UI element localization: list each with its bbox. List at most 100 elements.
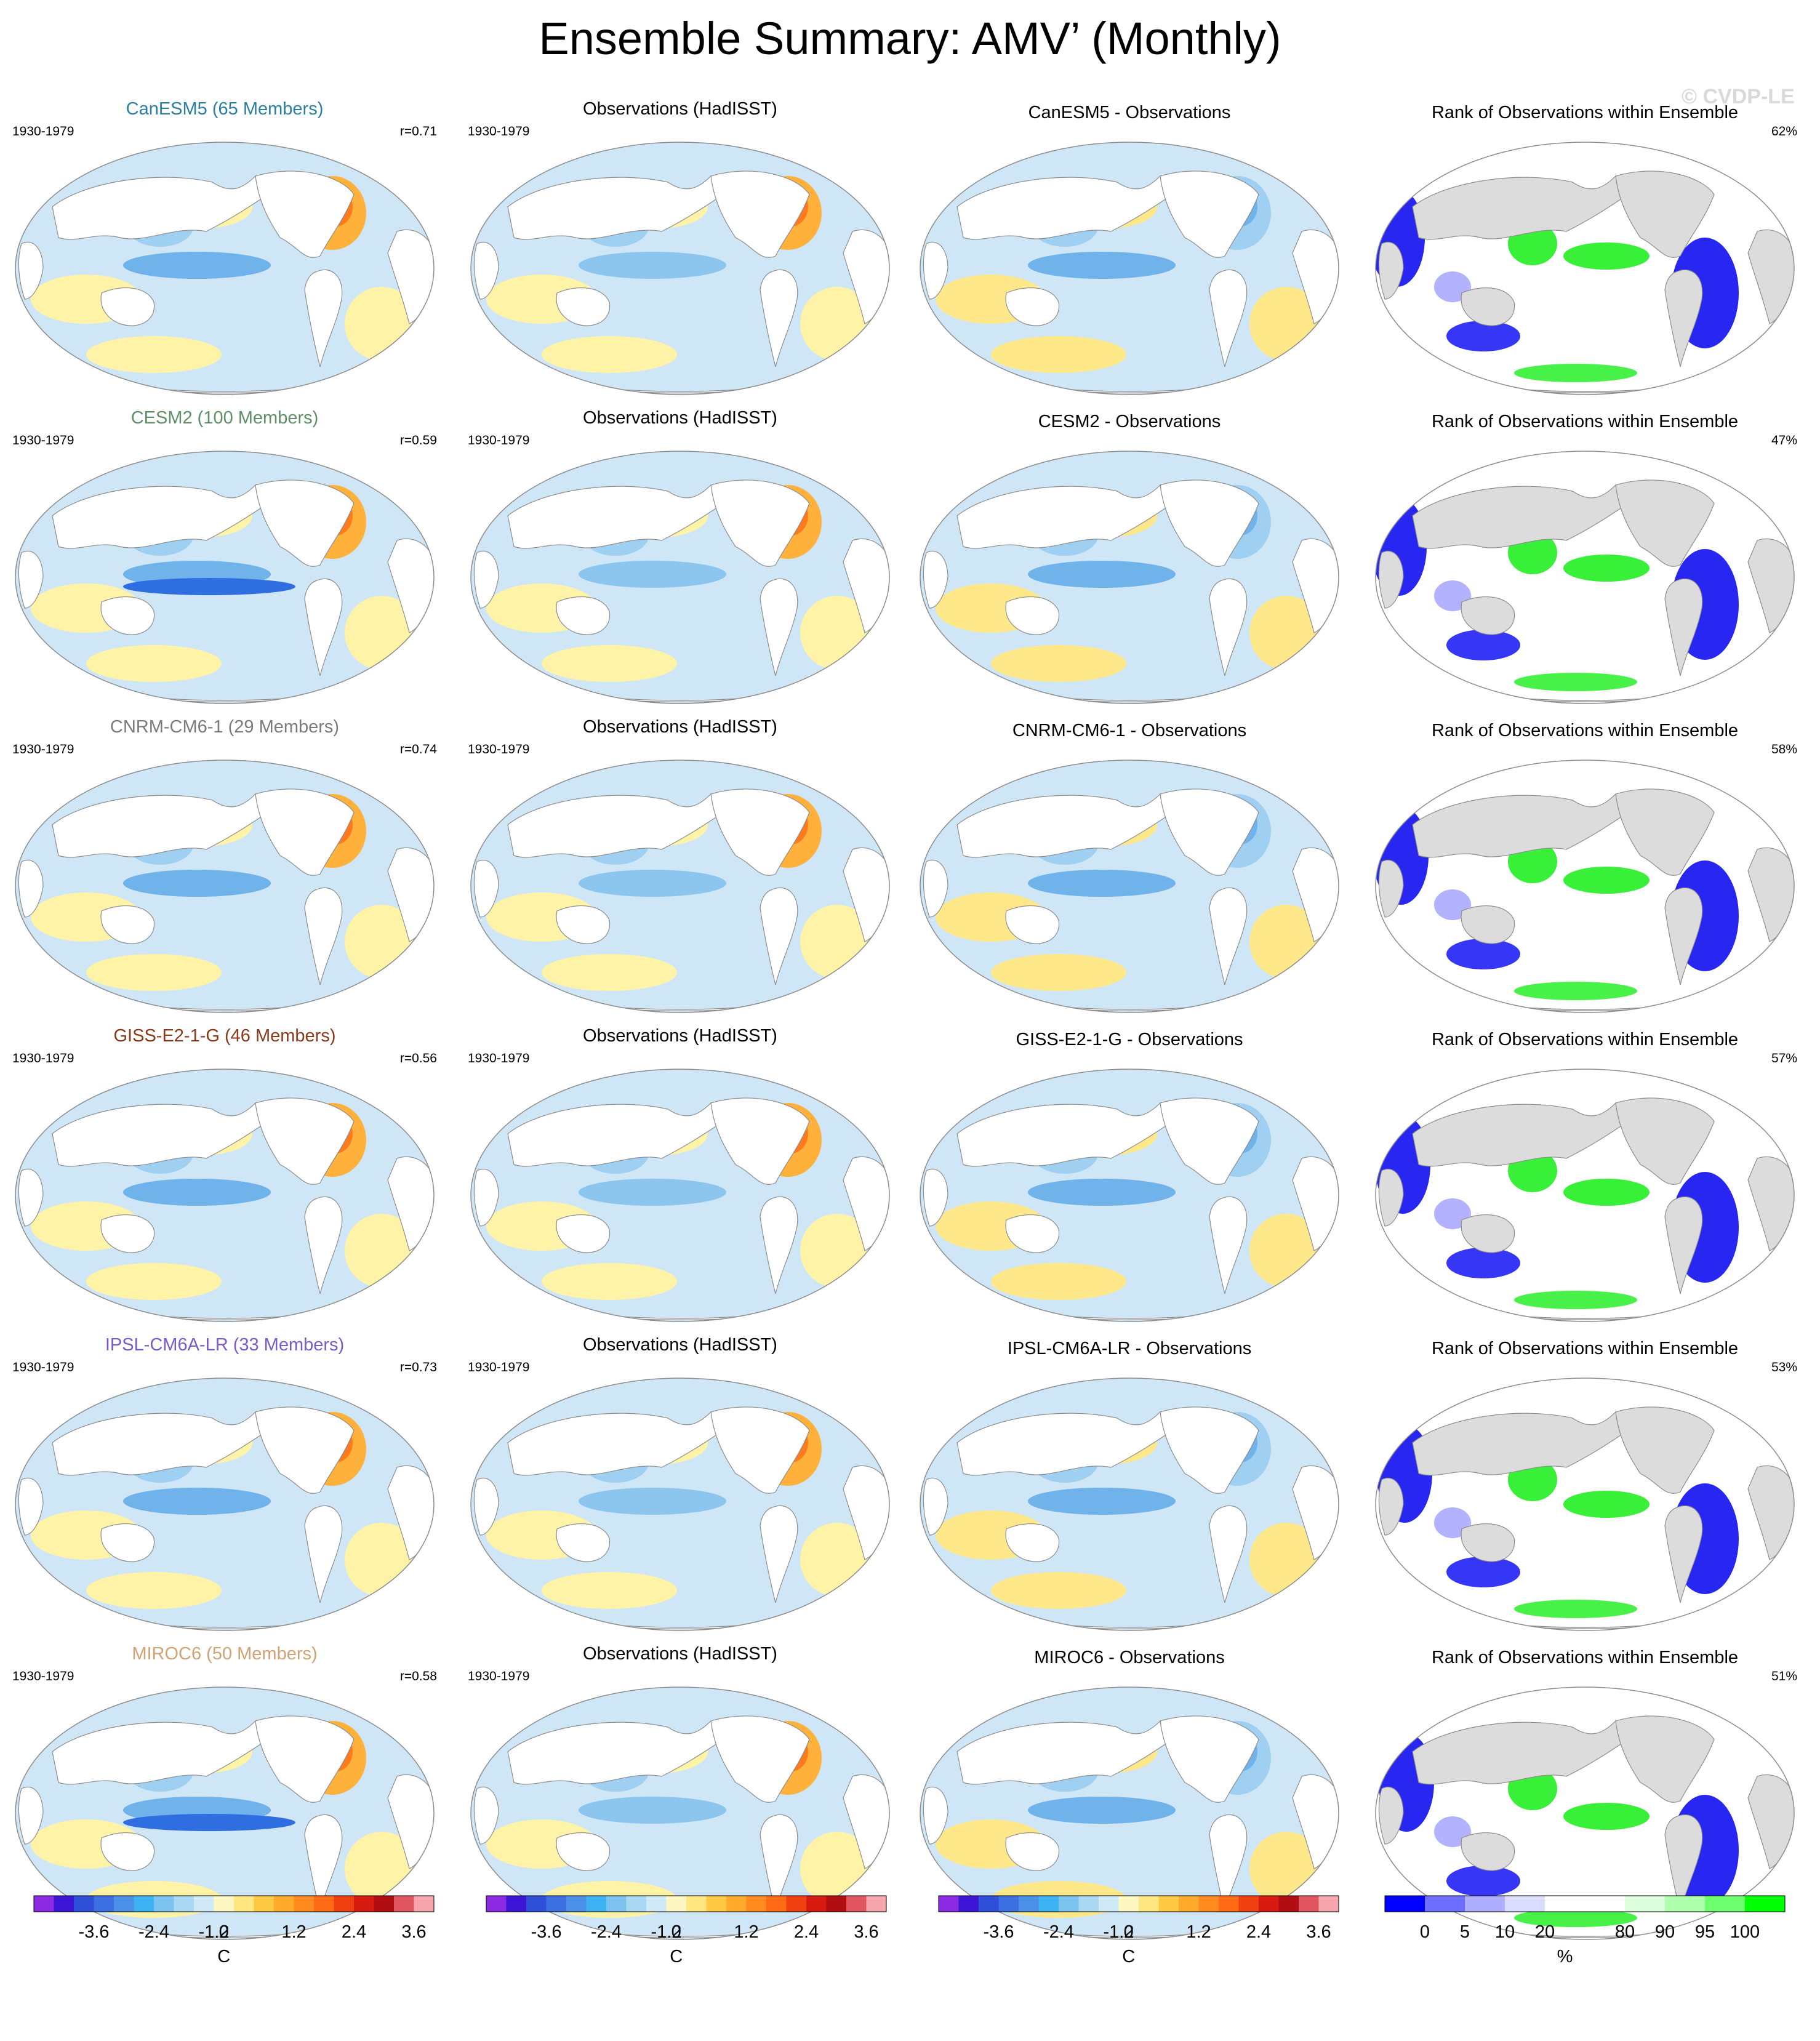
diff-map-panel: GISS-E2-1-G - Observations <box>905 1012 1354 1322</box>
obs-panel-title: Observations (HadISST) <box>583 1026 777 1046</box>
colorbar-swatch <box>526 1896 547 1912</box>
colorbar-swatch <box>1425 1896 1465 1912</box>
ensemble-row-ipsl-cm6a-lr: IPSL-CM6A-LR (33 Members) 1930-1979 r=0.73… <box>0 1321 1820 1631</box>
diff-map <box>920 451 1339 704</box>
colorbar-swatch <box>979 1896 999 1912</box>
colorbar-swatch <box>1179 1896 1199 1912</box>
diff-panel-title: CESM2 - Observations <box>1038 412 1221 431</box>
colorbar-tick-label: -1.2 <box>651 1922 682 1942</box>
colorbar-swatch <box>74 1896 94 1912</box>
colorbar-tick-label: 0 <box>219 1922 229 1942</box>
temperature-colorbar: -3.6 -2.4 -1.2 0 1.2 2.4 3.6 C <box>9 1883 459 1982</box>
rank-map <box>1375 1069 1795 1322</box>
colorbar-swatch <box>1278 1896 1299 1912</box>
colorbar-tick-label: 3.6 <box>401 1922 426 1942</box>
colorbar-swatch <box>1585 1896 1626 1912</box>
model-map <box>15 451 435 704</box>
colorbar-swatch <box>706 1896 727 1912</box>
rank-panel-title: Rank of Observations within Ensemble <box>1431 721 1739 740</box>
colorbar-swatch <box>1078 1896 1099 1912</box>
rank-map <box>1375 142 1795 395</box>
colorbar-swatch <box>766 1896 787 1912</box>
colorbar-swatch <box>786 1896 807 1912</box>
colorbar-tick-label: -1.2 <box>1104 1922 1134 1942</box>
colorbar-tick-label: 1.2 <box>281 1922 306 1942</box>
colorbar-swatch <box>866 1896 887 1912</box>
colorbar-unit-label: C <box>217 1947 230 1967</box>
obs-map-panel: Observations (HadISST) 1930-1979 <box>455 703 905 1013</box>
colorbar-swatch <box>666 1896 687 1912</box>
colorbar-swatch <box>1318 1896 1339 1912</box>
rank-percent-label: 57% <box>1771 1051 1797 1065</box>
model-map <box>15 1377 435 1631</box>
temperature-colorbar: -3.6 -2.4 -1.2 0 1.2 2.4 3.6 C <box>914 1883 1363 1982</box>
colorbar-tick-label: 1.2 <box>1186 1922 1211 1942</box>
colorbar-tick-label: 0 <box>1420 1922 1430 1942</box>
rank-map-panel: Rank of Observations within Ensemble 53% <box>1360 1321 1810 1631</box>
diff-map <box>920 142 1339 395</box>
colorbar-swatch <box>826 1896 847 1912</box>
colorbar-swatch <box>606 1896 627 1912</box>
period-label: 1930-1979 <box>468 124 530 138</box>
colorbar-swatch <box>1625 1896 1666 1912</box>
diff-panel-title: GISS-E2-1-G - Observations <box>1016 1030 1243 1049</box>
rank-percent-label: 53% <box>1771 1360 1797 1374</box>
colorbar-tick-label: 3.6 <box>1306 1922 1331 1942</box>
rank-map <box>1375 760 1795 1013</box>
colorbar-swatch <box>1118 1896 1139 1912</box>
watermark: © CVDP-LE <box>1682 85 1795 108</box>
colorbar-swatch <box>1259 1896 1279 1912</box>
colorbar-swatch <box>726 1896 747 1912</box>
obs-panel-title: Observations (HadISST) <box>583 408 777 428</box>
colorbar-swatch <box>134 1896 154 1912</box>
diff-map <box>920 1377 1339 1631</box>
diff-map-panel: IPSL-CM6A-LR - Observations <box>905 1321 1354 1631</box>
rank-panel-title: Rank of Observations within Ensemble <box>1431 1339 1739 1358</box>
colorbar-tick-label: 10 <box>1495 1922 1515 1942</box>
model-panel-title: CNRM-CM6-1 (29 Members) <box>110 717 340 737</box>
model-map-panel: CanESM5 (65 Members) 1930-1979 r=0.71 <box>0 85 449 395</box>
period-label: 1930-1979 <box>468 433 530 447</box>
correlation-label: r=0.71 <box>399 124 437 138</box>
colorbar-swatch <box>94 1896 114 1912</box>
period-label: 1930-1979 <box>12 124 74 138</box>
correlation-label: r=0.56 <box>399 1051 437 1065</box>
colorbar-swatch <box>1505 1896 1545 1912</box>
obs-map <box>470 451 890 704</box>
rank-panel-title: Rank of Observations within Ensemble <box>1431 1030 1739 1049</box>
rank-percent-label: 47% <box>1771 433 1797 447</box>
colorbar-tick-label: 0 <box>671 1922 681 1942</box>
page-title: Ensemble Summary: AMV’ (Monthly) <box>539 13 1281 64</box>
colorbar-swatch <box>1465 1896 1505 1912</box>
diff-map <box>920 1069 1339 1322</box>
colorbar-swatch <box>234 1896 254 1912</box>
diff-map-panel: CESM2 - Observations <box>905 394 1354 704</box>
ensemble-row-cnrm-cm6-1: CNRM-CM6-1 (29 Members) 1930-1979 r=0.74 Ob… <box>0 703 1820 1013</box>
obs-map-panel: Observations (HadISST) 1930-1979 <box>455 1012 905 1322</box>
colorbar-tick-label: -2.4 <box>138 1922 169 1942</box>
colorbar-swatch <box>194 1896 214 1912</box>
model-panel-title: IPSL-CM6A-LR (33 Members) <box>105 1335 345 1355</box>
period-label: 1930-1979 <box>468 1669 530 1683</box>
colorbar-swatch <box>1219 1896 1239 1912</box>
colorbar-tick-label: 20 <box>1535 1922 1555 1942</box>
colorbar-swatch <box>214 1896 235 1912</box>
rank-map <box>1375 451 1795 704</box>
colorbar-swatch <box>506 1896 527 1912</box>
obs-map-panel: Observations (HadISST) 1930-1979 <box>455 1321 905 1631</box>
colorbar-tick-label: -1.2 <box>199 1922 230 1942</box>
colorbar-swatch <box>1059 1896 1079 1912</box>
colorbar-swatch <box>586 1896 607 1912</box>
colorbar-tick-label: 0 <box>1124 1922 1134 1942</box>
colorbar-swatch <box>1745 1896 1786 1912</box>
colorbar-swatch <box>646 1896 667 1912</box>
period-label: 1930-1979 <box>12 1051 74 1065</box>
colorbar-swatch <box>1238 1896 1259 1912</box>
model-map-panel: GISS-E2-1-G (46 Members) 1930-1979 r=0.56 <box>0 1012 449 1322</box>
diff-panel-title: CNRM-CM6-1 - Observations <box>1012 721 1247 740</box>
correlation-label: r=0.73 <box>399 1360 437 1374</box>
colorbar-swatch <box>414 1896 435 1912</box>
colorbar-swatch <box>1099 1896 1119 1912</box>
colorbar-tick-label: 90 <box>1655 1922 1675 1942</box>
colorbar-swatch <box>54 1896 74 1912</box>
